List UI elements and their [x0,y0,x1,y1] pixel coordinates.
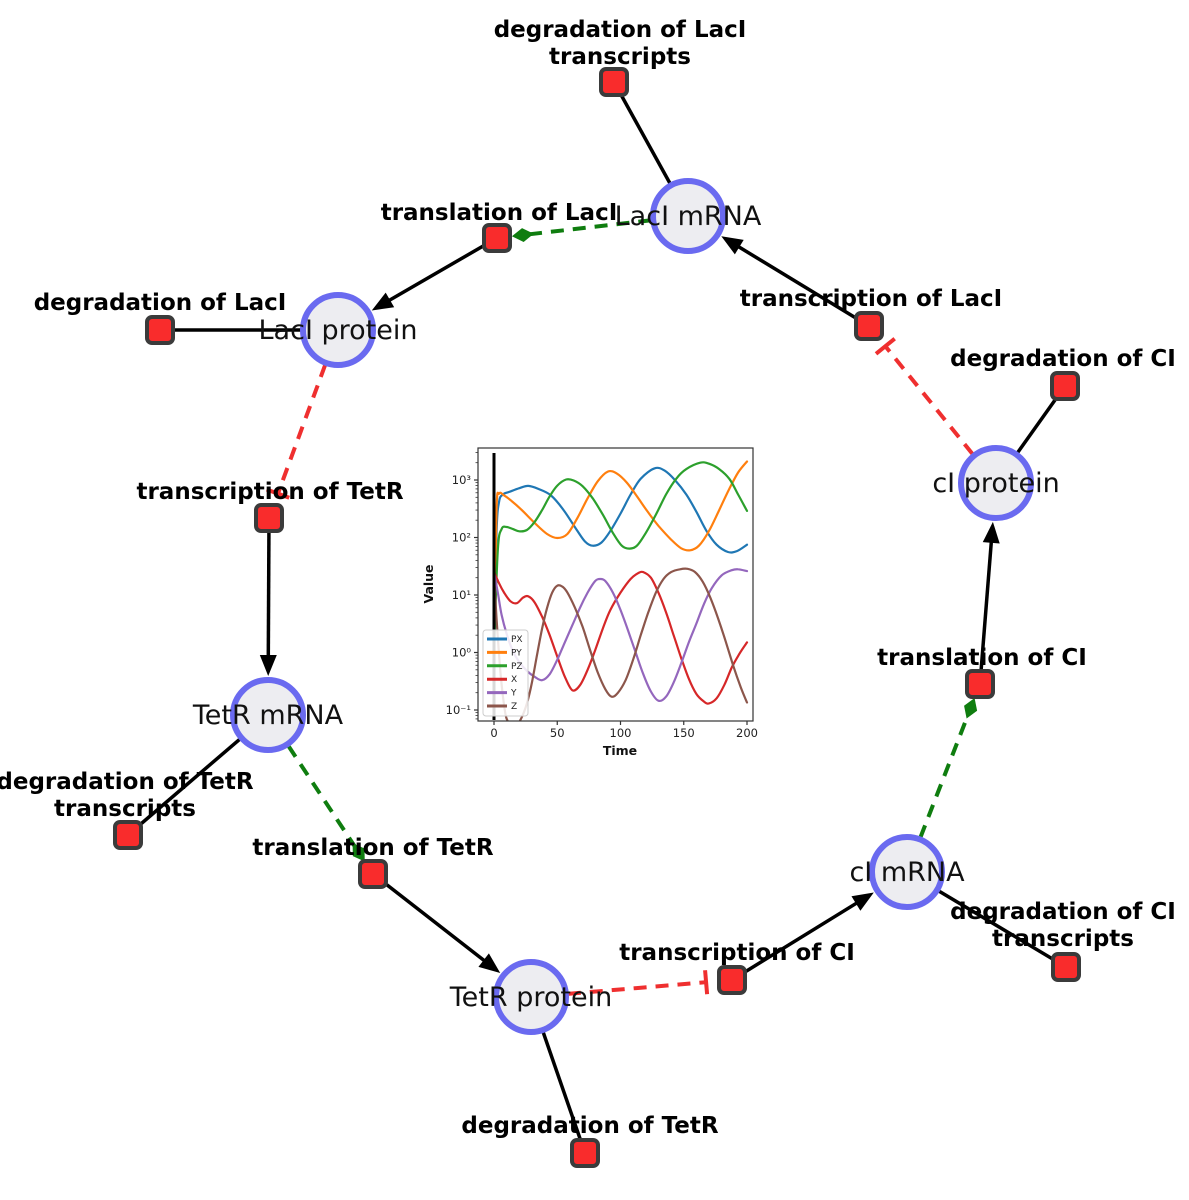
reaction-node-transcription-laci[interactable] [854,311,884,341]
chart-y-axis-label: Value [421,564,436,603]
reaction-node-deg-tetr[interactable] [570,1138,600,1168]
species-node-tetr-protein[interactable] [493,959,569,1035]
species-label-laci-protein: LacI protein [259,315,418,346]
edge-inhibition-ci-protein-to-transcription-laci-tbar [874,337,896,356]
reaction-label-translation-ci: translation of CI [877,645,1087,671]
species-label-laci-mrna: LacI mRNA [615,201,762,232]
species-label-ci-mrna: cI mRNA [849,857,965,888]
species-label-ci-protein: cI protein [932,468,1059,499]
chart-series-PZ [492,461,749,654]
species-node-tetr-mrna[interactable] [230,677,306,753]
chart-axes-frame [477,447,754,722]
edge-modifier-ci-mrna-to-translation-ci-diamond-head [964,697,978,719]
reaction-node-translation-ci[interactable] [965,669,995,699]
legend-entry-PX: PX [511,635,523,645]
edge-arrow-transcription-laci-to-laci-mrna-arrowhead [721,236,744,255]
reaction-node-deg-ci-transcripts[interactable] [1051,952,1081,982]
edge-arrow-translation-laci-to-laci-protein [377,236,498,308]
reaction-label-deg-laci: degradation of LacI [34,290,287,316]
edge-inhibition-tetr-protein-to-transcription-ci [567,980,707,996]
edge-arrow-transcription-laci-to-laci-mrna [727,238,870,328]
x-tick-label: 150 [673,726,695,740]
reaction-label-translation-laci: translation of LacI [381,200,618,226]
edge-arrow-transcription-ci-to-ci-mrna-arrowhead [851,892,874,911]
reaction-node-deg-tetr-transcripts[interactable] [113,820,143,850]
edge-modifier-ci-mrna-to-translation-ci [918,709,972,839]
legend-entry-Y: Y [510,689,517,699]
species-node-ci-protein[interactable] [958,445,1034,521]
x-tick-label: 50 [550,726,565,740]
edge-arrow-transcription-tetr-to-tetr-mrna-arrowhead [259,654,277,677]
reaction-label-transcription-tetr: transcription of TetR [136,479,403,505]
edge-arrow-transcription-ci-to-ci-mrna [731,895,868,982]
reaction-label-deg-tetr: degradation of TetR [461,1113,718,1139]
x-tick-label: 200 [736,726,758,740]
reaction-node-deg-laci-transcripts[interactable] [599,67,629,97]
legend-entry-Z: Z [511,702,517,712]
edge-modifier-tetr-mrna-to-translation-tetr-diamond-head [352,843,365,862]
reaction-node-translation-tetr[interactable] [358,859,388,889]
legend-entry-X: X [511,675,517,685]
reaction-label-deg-ci-transcripts: degradation of CI transcripts [950,899,1176,952]
edge-modifier-laci-mrna-to-translation-laci-diamond-head [511,228,534,242]
chart-curves [492,460,749,721]
reaction-node-transcription-tetr[interactable] [254,503,284,533]
edge-arrow-translation-tetr-to-tetr-protein [371,872,495,970]
edge-arrow-transcription-tetr-to-tetr-mrna [266,517,271,669]
chart-series-X [492,570,749,705]
edge-inhibition-tetr-protein-to-transcription-ci-tbar [703,970,710,995]
x-tick-label: 0 [490,726,497,740]
reaction-node-transcription-ci[interactable] [717,965,747,995]
chart-series-PY [492,460,749,654]
reaction-label-transcription-laci: transcription of LacI [740,286,1003,312]
species-node-laci-mrna[interactable] [650,178,726,254]
reaction-label-translation-tetr: translation of TetR [252,835,493,861]
species-node-ci-mrna[interactable] [869,834,945,910]
species-label-tetr-protein: TetR protein [449,982,612,1013]
edge-arrow-translation-ci-to-ci-protein [978,529,995,685]
legend-entry-PY: PY [511,648,522,658]
edge-arrow-translation-tetr-to-tetr-protein-arrowhead [478,953,501,974]
edge-inhibition-laci-protein-to-transcription-tetr-tbar [266,487,290,500]
chart-background [420,422,790,778]
labels-layer: LacI mRNA LacI protein TetR mRNA TetR prote… [0,17,1176,1139]
chart-series-PX [492,466,749,654]
chart-legend: PX PY PZ XYZ [482,629,529,717]
simulation-inset-chart: 0 50 100 150 20010⁻¹10⁰10¹10²10³TimeValuePXP… [420,422,790,778]
reaction-node-deg-laci[interactable] [145,315,175,345]
nodes-layer [113,67,1081,1168]
edge-arrow-translation-ci-to-ci-protein-arrowhead [982,521,1000,544]
y-tick-label: 10² [452,531,471,545]
edge-arrow-translation-laci-to-laci-protein-arrowhead [371,292,395,311]
reaction-label-deg-laci-transcripts: degradation of LacI transcripts [494,17,747,70]
y-tick-label: 10³ [452,473,472,487]
edge-inhibition-ci-protein-to-transcription-laci [883,344,975,456]
reaction-label-deg-ci: degradation of CI [950,346,1176,372]
chart-x-axis-label: Time [603,743,637,758]
legend-entry-PZ: PZ [511,662,523,672]
x-tick-label: 100 [610,726,632,740]
y-tick-label: 10⁻¹ [446,703,471,717]
reaction-node-deg-ci[interactable] [1050,371,1080,401]
edge-inhibition-laci-protein-to-transcription-tetr [276,364,328,495]
species-node-laci-protein[interactable] [300,292,376,368]
reaction-label-transcription-ci: transcription of CI [619,940,855,966]
y-tick-label: 10¹ [452,588,471,602]
reaction-node-translation-laci[interactable] [482,223,512,253]
reaction-label-deg-tetr-transcripts: degradation of TetR transcripts [0,769,254,822]
chart-series-Z [492,567,749,721]
y-tick-label: 10⁰ [452,646,472,660]
species-label-tetr-mrna: TetR mRNA [192,700,344,731]
